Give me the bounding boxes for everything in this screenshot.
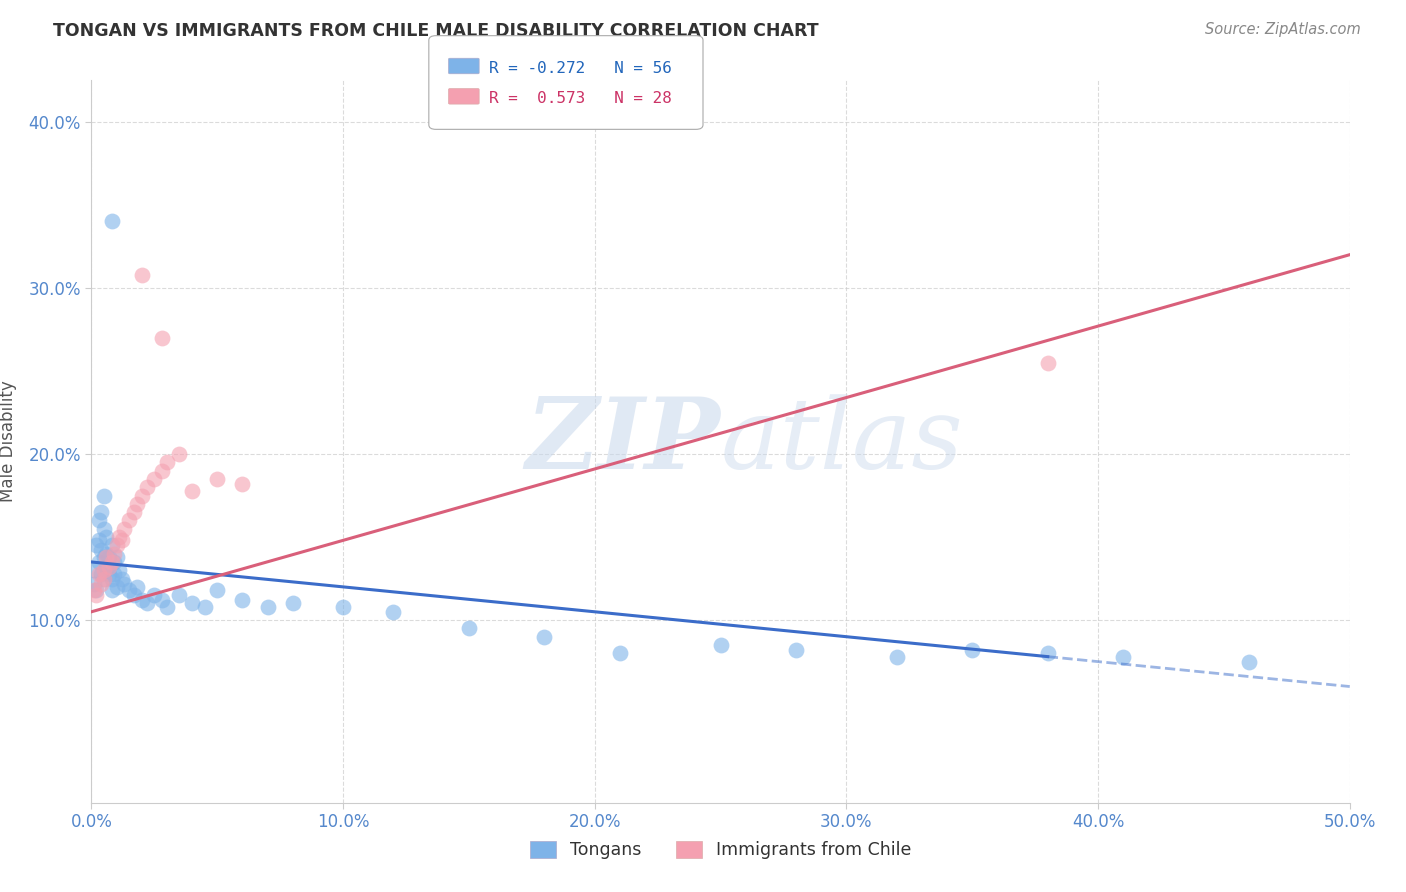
Point xyxy=(105,549,128,564)
Point xyxy=(256,599,278,614)
Point xyxy=(93,489,115,503)
Point xyxy=(131,489,153,503)
Point xyxy=(96,547,118,561)
Point xyxy=(108,563,131,577)
Point xyxy=(143,588,166,602)
Point xyxy=(125,497,148,511)
Point xyxy=(90,576,112,591)
Point xyxy=(118,583,141,598)
Point xyxy=(609,646,631,660)
Text: R =  0.573   N = 28: R = 0.573 N = 28 xyxy=(489,91,672,106)
Point xyxy=(1036,356,1059,370)
Point xyxy=(110,572,132,586)
Point xyxy=(194,599,217,614)
Point xyxy=(122,505,145,519)
Point xyxy=(90,566,112,581)
Point xyxy=(103,547,125,561)
Point xyxy=(83,563,105,577)
Point xyxy=(93,563,115,577)
Point xyxy=(86,583,108,598)
Point xyxy=(98,566,121,581)
Point xyxy=(150,593,173,607)
Point xyxy=(112,522,135,536)
Point xyxy=(169,588,191,602)
Point xyxy=(105,580,128,594)
Point xyxy=(100,538,122,552)
Point xyxy=(83,576,105,591)
Point xyxy=(156,455,179,469)
Point xyxy=(962,643,984,657)
Point xyxy=(709,638,731,652)
Point xyxy=(105,538,128,552)
Point xyxy=(90,505,112,519)
Point xyxy=(332,599,354,614)
Point xyxy=(150,331,173,345)
Y-axis label: Male Disability: Male Disability xyxy=(0,381,17,502)
Point xyxy=(93,522,115,536)
Point xyxy=(886,649,908,664)
Point xyxy=(135,597,157,611)
Point xyxy=(205,583,228,598)
Point xyxy=(281,597,304,611)
Point xyxy=(112,576,135,591)
Point xyxy=(86,538,108,552)
Text: Source: ZipAtlas.com: Source: ZipAtlas.com xyxy=(1205,22,1361,37)
Point xyxy=(131,593,153,607)
Point xyxy=(131,268,153,282)
Text: atlas: atlas xyxy=(720,394,963,489)
Point xyxy=(87,566,110,581)
Point xyxy=(103,566,125,581)
Legend: Tongans, Immigrants from Chile: Tongans, Immigrants from Chile xyxy=(523,834,918,866)
Point xyxy=(98,560,121,574)
Point xyxy=(118,513,141,527)
Point xyxy=(205,472,228,486)
Point xyxy=(93,572,115,586)
Point xyxy=(87,555,110,569)
Point xyxy=(98,549,121,564)
Point xyxy=(96,530,118,544)
Point xyxy=(96,549,118,564)
Point xyxy=(100,583,122,598)
Point xyxy=(231,476,253,491)
Point xyxy=(785,643,807,657)
Point xyxy=(86,588,108,602)
Point xyxy=(90,543,112,558)
Point xyxy=(156,599,179,614)
Point xyxy=(1036,646,1059,660)
Point xyxy=(169,447,191,461)
Point xyxy=(87,533,110,548)
Point xyxy=(533,630,555,644)
Point xyxy=(93,549,115,564)
Text: R = -0.272   N = 56: R = -0.272 N = 56 xyxy=(489,61,672,76)
Point xyxy=(93,572,115,586)
Text: ZIP: ZIP xyxy=(526,393,720,490)
Point xyxy=(122,588,145,602)
Point xyxy=(100,555,122,569)
Point xyxy=(110,533,132,548)
Point xyxy=(103,555,125,569)
Point xyxy=(100,572,122,586)
Point xyxy=(125,580,148,594)
Point xyxy=(1237,655,1260,669)
Point xyxy=(108,530,131,544)
Point xyxy=(83,583,105,598)
Point xyxy=(181,597,204,611)
Text: TONGAN VS IMMIGRANTS FROM CHILE MALE DISABILITY CORRELATION CHART: TONGAN VS IMMIGRANTS FROM CHILE MALE DIS… xyxy=(53,22,820,40)
Point xyxy=(150,464,173,478)
Point xyxy=(100,214,122,228)
Point xyxy=(143,472,166,486)
Point xyxy=(135,480,157,494)
Point xyxy=(457,621,479,635)
Point xyxy=(231,593,253,607)
Point xyxy=(382,605,405,619)
Point xyxy=(87,513,110,527)
Point xyxy=(96,560,118,574)
Point xyxy=(1112,649,1135,664)
Point xyxy=(181,483,204,498)
